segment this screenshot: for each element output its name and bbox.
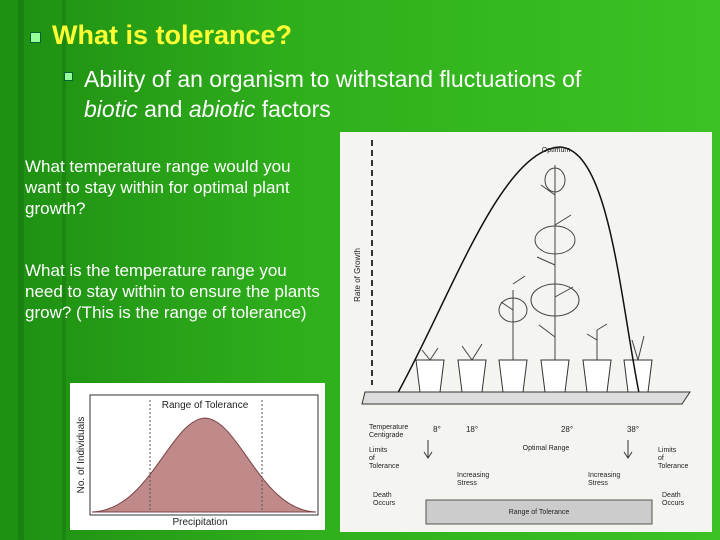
label: Limits: [658, 447, 677, 454]
label: of: [658, 455, 664, 462]
subbullet: Ability of an organism to withstand fluc…: [84, 64, 604, 124]
label: Optimum: [542, 147, 571, 154]
figure-right: [340, 132, 712, 532]
x-label: Precipitation: [172, 517, 227, 528]
label: Stress: [457, 480, 477, 487]
figure-title: Range of Tolerance: [162, 400, 249, 411]
label: Occurs: [373, 500, 396, 507]
bell-curve: [91, 417, 317, 513]
bullet: [64, 72, 73, 81]
text: abiotic: [188, 96, 256, 122]
stripe: [62, 0, 66, 540]
text: biotic: [84, 96, 138, 122]
label: Increasing: [457, 472, 489, 479]
text: factors: [255, 96, 331, 122]
arrows: [423, 440, 633, 459]
text: Ability of an organism to withstand fluc…: [84, 66, 582, 92]
label: Tolerance: [369, 463, 399, 470]
label: 8°: [433, 425, 441, 434]
y-label: No. of Individuals: [76, 417, 87, 494]
label: Stress: [588, 480, 608, 487]
bullet: [30, 32, 41, 43]
label: Occurs: [662, 500, 685, 507]
pots: [415, 359, 653, 393]
label: Centigrade: [369, 432, 403, 439]
text: and: [137, 96, 189, 122]
growth-curve: [394, 146, 641, 399]
label: Optimal Range: [523, 445, 570, 452]
question: What is the temperature range you need t…: [25, 261, 320, 322]
label: 38°: [627, 425, 639, 434]
y-label: Rate of Growth: [353, 248, 362, 302]
label: Temperature: [369, 424, 408, 431]
label: Tolerance: [658, 463, 688, 470]
label: of: [369, 455, 375, 462]
label: Increasing: [588, 472, 620, 479]
label: Death: [373, 492, 392, 499]
frame: [89, 394, 319, 516]
label: 28°: [561, 425, 573, 434]
range-bar: [425, 499, 653, 525]
label: Limits: [369, 447, 388, 454]
title: What is tolerance?: [52, 20, 293, 50]
stripe: [18, 0, 24, 540]
plants: [421, 165, 645, 361]
label: Range of Tolerance: [509, 509, 570, 516]
label: 18°: [466, 425, 478, 434]
label: Death: [662, 492, 681, 499]
question: What temperature range would you want to…: [25, 157, 291, 218]
shelf: [361, 391, 691, 405]
